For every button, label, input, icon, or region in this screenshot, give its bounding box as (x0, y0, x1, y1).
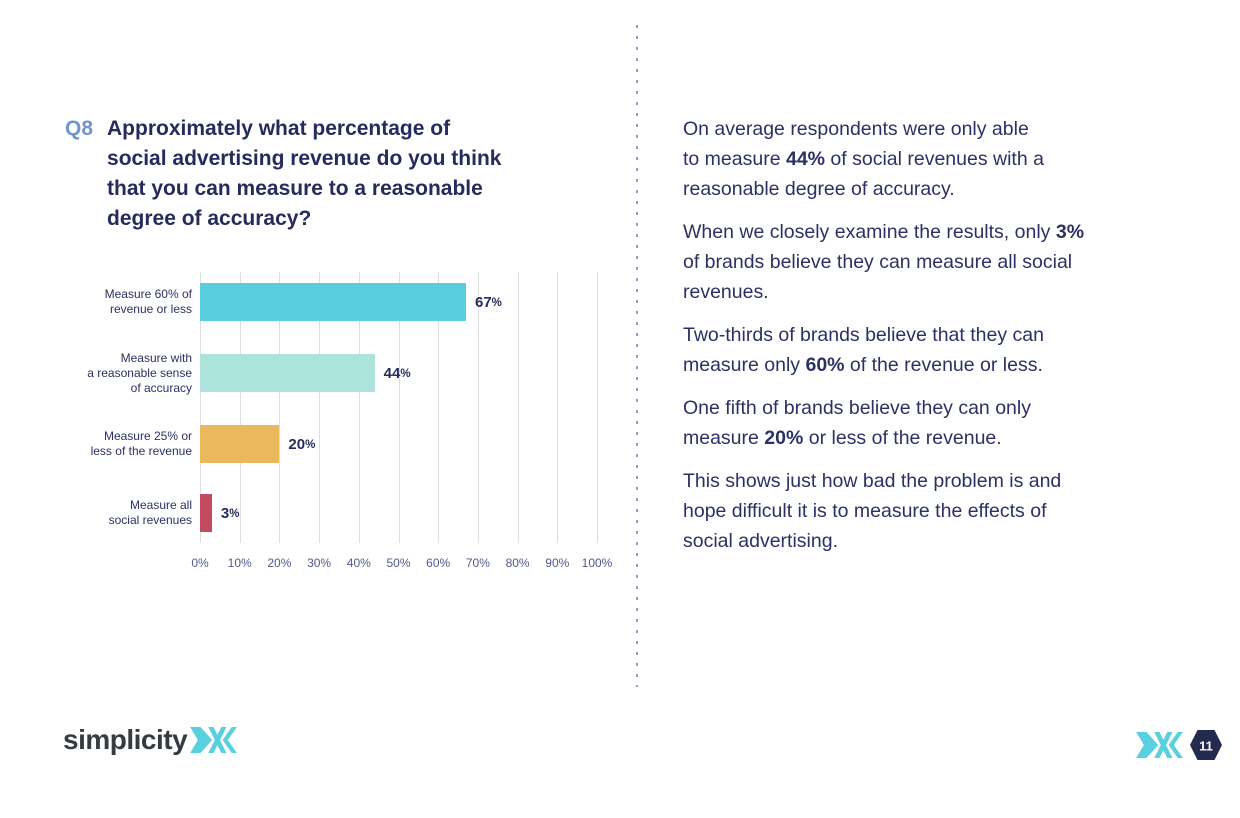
dx-logo-icon (1136, 732, 1183, 758)
hexagon-shape (1190, 730, 1222, 760)
commentary-paragraph: One fifth of brands believe they can onl… (683, 393, 1208, 453)
bar-4 (200, 494, 212, 532)
bar-value-percent-sign: % (305, 439, 316, 451)
bar-1 (200, 283, 466, 321)
bar-category-label: Measure 25% or less of the revenue (90, 429, 192, 458)
bar-value-label: 44% (384, 354, 411, 392)
commentary-column: On average respondents were only able to… (683, 114, 1208, 569)
x-axis-tick: 20% (267, 556, 292, 570)
bar-value-number: 20 (288, 435, 306, 453)
highlighted-stat: 60% (805, 354, 845, 376)
x-axis-tick: 100% (581, 556, 613, 570)
bar-category-label: Measure 60% of revenue or less (104, 287, 192, 316)
chart-gridline (438, 272, 440, 543)
question-title: Approximately what percentage of social … (107, 117, 502, 230)
chart-gridline (358, 272, 360, 543)
bar-value-label: 3% (221, 494, 240, 532)
commentary-paragraph: Two-thirds of brands believe that they c… (683, 320, 1208, 380)
bar-value-percent-sign: % (229, 508, 240, 520)
paragraph-text: or less of the revenue. (803, 427, 1002, 449)
chart-gridline (597, 272, 598, 543)
brand-logo: simplicity (63, 724, 238, 756)
bar-value-label: 67% (475, 283, 502, 321)
bar-2 (200, 354, 375, 392)
x-axis-tick: 10% (227, 556, 252, 570)
bar-3 (200, 425, 280, 463)
bar-value-percent-sign: % (400, 368, 411, 380)
bar-value-number: 3 (220, 504, 230, 522)
commentary-paragraph: On average respondents were only able to… (683, 114, 1208, 204)
chart-gridline (200, 272, 201, 543)
paragraph-text: This shows just how bad the problem is a… (683, 470, 1062, 552)
chart-gridline (517, 272, 519, 543)
bar-chart: 67% 44% 20% 3% 0% 10% 20% 30% 40% 50% 60% 70% 80% 90%… (0, 272, 660, 582)
bar-category-label: Measure with a reasonable sense of accur… (87, 350, 192, 395)
question-number: Q8 (65, 117, 94, 140)
footer-right: 11 (1136, 729, 1223, 761)
chart-gridline (319, 272, 321, 543)
bar-category-label: Measure all social revenues (108, 498, 192, 527)
page-number: 11 (1199, 739, 1213, 754)
commentary-paragraph: When we closely examine the results, onl… (683, 217, 1208, 307)
highlighted-stat: 20% (764, 427, 804, 449)
chart-gridline (398, 272, 400, 543)
highlighted-stat: 3% (1055, 221, 1085, 243)
paragraph-text: One fifth of brands believe they can onl… (683, 397, 1031, 449)
chart-gridline (477, 272, 479, 543)
x-axis-tick: 90% (545, 556, 570, 570)
x-axis-tick: 0% (191, 556, 209, 570)
bar-value-label: 20% (288, 425, 315, 463)
paragraph-text: of social revenues with a reasonable deg… (683, 148, 1044, 200)
question-block: Q8 Approximately what percentage of soci… (65, 114, 597, 234)
paragraph-text: On average respondents were only able to… (683, 118, 1029, 170)
paragraph-text: Two-thirds of brands believe that they c… (683, 324, 1044, 376)
commentary-paragraph: This shows just how bad the problem is a… (683, 466, 1208, 556)
brand-wordmark: simplicity (63, 724, 188, 755)
x-axis-tick: 40% (346, 556, 371, 570)
highlighted-stat: 44% (785, 148, 825, 170)
bar-value-number: 67 (474, 293, 492, 311)
paragraph-text: of brands believe they can measure all s… (683, 251, 1073, 303)
bar-value-number: 44 (383, 364, 401, 382)
x-axis-tick: 30% (307, 556, 332, 570)
chart-gridline (279, 272, 281, 543)
chart-gridline (557, 272, 559, 543)
x-axis-tick: 80% (505, 556, 530, 570)
x-axis-tick: 70% (465, 556, 490, 570)
chart-plot-area: 67% 44% 20% 3% (200, 272, 598, 543)
paragraph-text: of the revenue or less. (844, 354, 1043, 376)
chart-gridline (239, 272, 241, 543)
x-axis-tick: 60% (426, 556, 451, 570)
x-axis-tick: 50% (386, 556, 411, 570)
bar-value-percent-sign: % (491, 297, 502, 309)
paragraph-text: When we closely examine the results, onl… (683, 221, 1056, 243)
dx-logo-icon (190, 727, 238, 753)
page-number-hexagon: 11 (1190, 730, 1222, 760)
vertical-dotted-divider (636, 25, 638, 687)
